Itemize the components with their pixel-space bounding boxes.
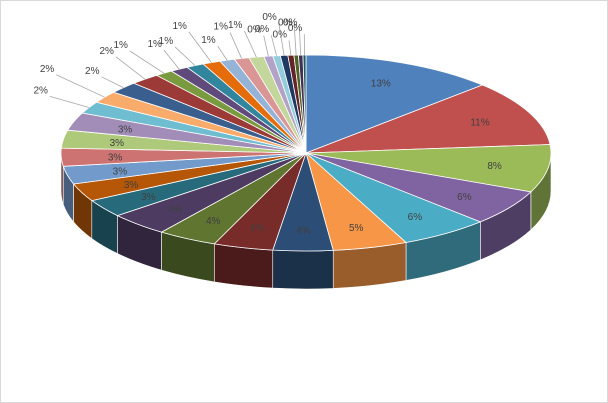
- data-label-22: 1%: [159, 36, 174, 47]
- label-leader-28: [270, 35, 277, 56]
- label-leader-17: [56, 74, 105, 98]
- data-label-30: 0%: [273, 29, 288, 40]
- data-label-15: 3%: [118, 124, 133, 135]
- data-label-14: 3%: [110, 138, 125, 149]
- label-leader-31: [293, 28, 297, 56]
- label-leader-23: [188, 31, 212, 63]
- label-leader-16: [49, 95, 90, 108]
- data-label-11: 3%: [124, 180, 139, 191]
- pie-sides: [60, 152, 552, 290]
- data-label-0: 13%: [371, 79, 391, 90]
- label-leader-20: [129, 50, 165, 74]
- data-label-25: 1%: [214, 21, 229, 32]
- data-label-21: 1%: [147, 39, 162, 50]
- data-label-27: 0%: [247, 25, 262, 36]
- label-leader-29: [278, 22, 285, 56]
- label-leader-25: [229, 32, 242, 59]
- data-label-24: 1%: [201, 35, 216, 46]
- data-label-19: 2%: [99, 46, 114, 57]
- label-leader-26: [244, 30, 257, 58]
- data-labels: 13%11%8%6%6%5%4%4%4%4%3%3%3%3%3%3%2%2% 2%…: [33, 12, 501, 236]
- label-leader-24: [217, 45, 228, 61]
- data-label-18: 2%: [85, 66, 100, 77]
- data-label-7: 4%: [250, 223, 265, 234]
- pie-slice-1: [305, 84, 551, 154]
- data-label-4: 6%: [408, 212, 423, 223]
- pie-slice-side-7: [214, 243, 274, 289]
- data-label-5: 5%: [349, 223, 364, 234]
- pie-slice-2: [305, 144, 552, 193]
- data-label-2: 8%: [487, 161, 502, 172]
- data-label-28: 0%: [255, 24, 270, 35]
- label-leader-22: [174, 46, 196, 66]
- data-label-10: 3%: [141, 192, 156, 203]
- data-label-31: 0%: [278, 18, 293, 29]
- data-label-6: 4%: [296, 225, 311, 236]
- data-label-13: 3%: [108, 152, 123, 163]
- data-label-8: 4%: [206, 216, 221, 227]
- pie-slice-0: [305, 54, 484, 154]
- pie-slice-33: [302, 54, 307, 154]
- data-label-9: 4%: [168, 205, 183, 216]
- label-leader-19: [115, 56, 146, 80]
- label-leader-30: [288, 40, 292, 56]
- data-label-17: 2%: [40, 64, 55, 75]
- data-label-26: 1%: [228, 20, 243, 31]
- data-label-1: 11%: [470, 117, 489, 128]
- data-label-12: 3%: [113, 166, 128, 177]
- data-label-29: 0%: [262, 12, 277, 23]
- data-label-32: 0%: [283, 18, 298, 29]
- label-leader-32: [299, 28, 302, 56]
- label-leader-27: [263, 35, 269, 57]
- label-leader-21: [163, 49, 180, 70]
- data-label-16: 2%: [33, 85, 48, 96]
- label-leader-18: [101, 76, 124, 89]
- pie-slices: [60, 54, 552, 252]
- data-label-3: 6%: [457, 192, 472, 203]
- pie-slice-side-6: [272, 249, 334, 290]
- data-label-23: 1%: [172, 21, 187, 32]
- data-label-20: 1%: [113, 40, 128, 51]
- data-label-33: 0%: [288, 23, 303, 34]
